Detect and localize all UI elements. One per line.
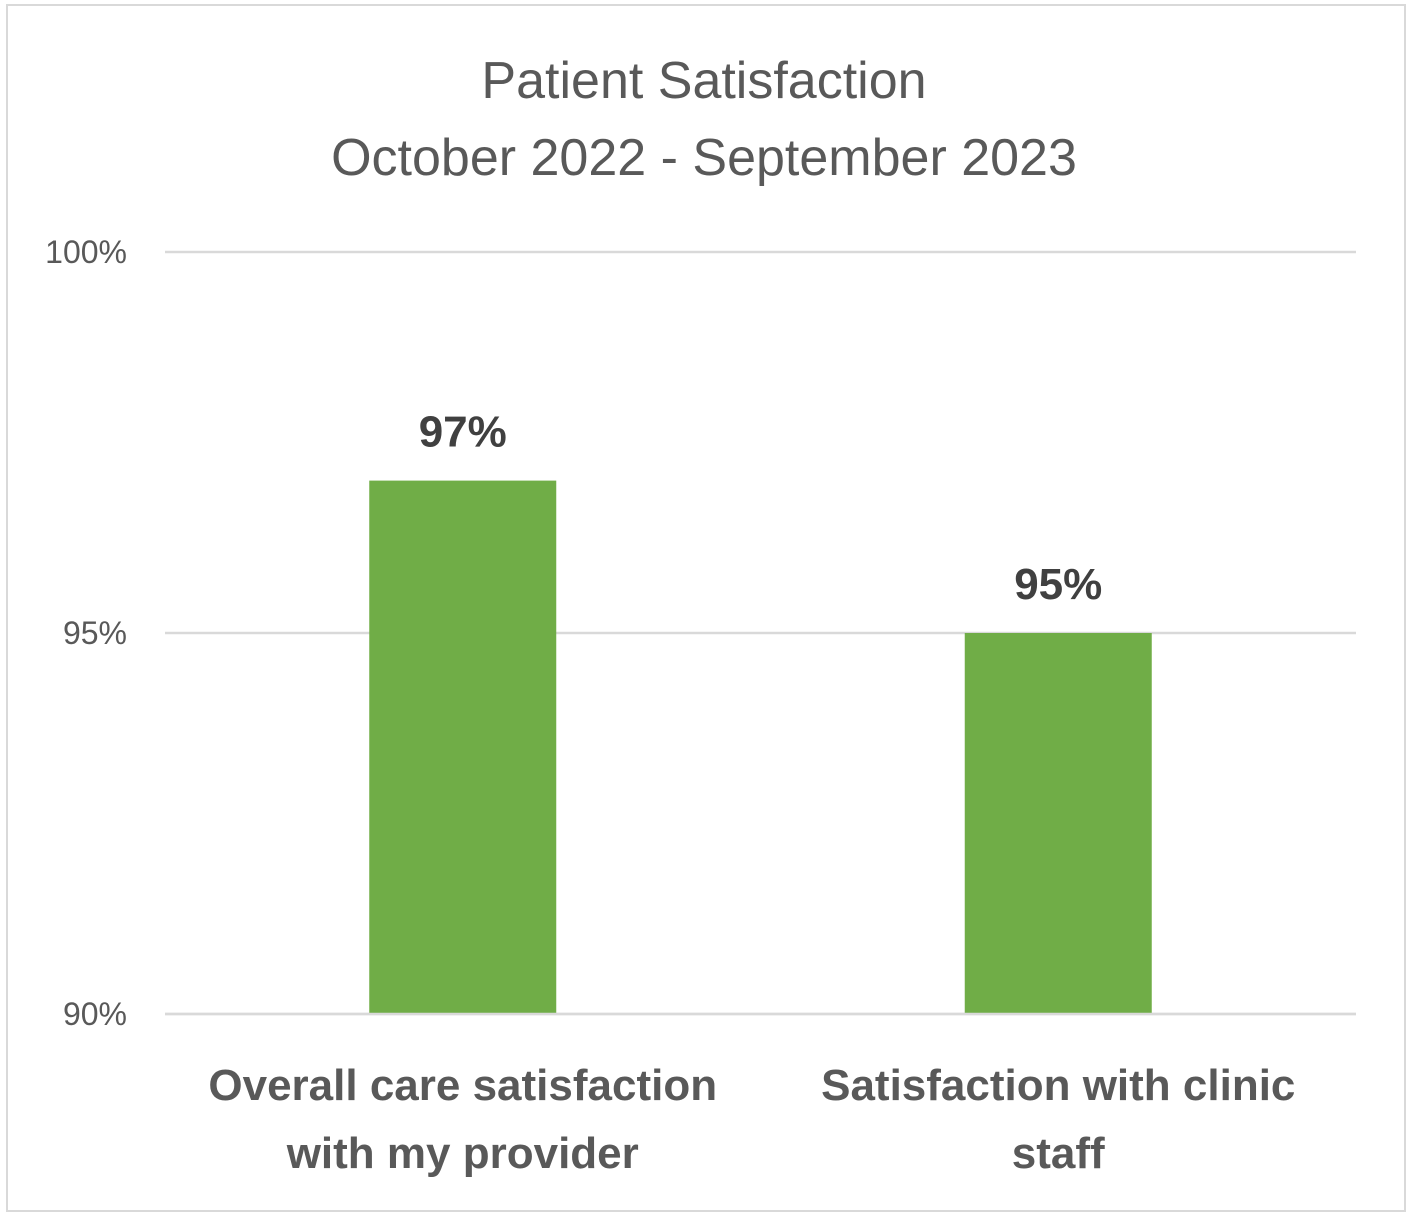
- x-axis-category-labels: Overall care satisfaction with my provide…: [208, 1061, 1295, 1178]
- bars: [165, 480, 1356, 1016]
- bar-2: [964, 633, 1152, 1014]
- category-label-2-line-2: staff: [1012, 1129, 1105, 1178]
- y-tick-label-90: 90%: [63, 996, 127, 1032]
- chart-title: Patient Satisfaction October 2022 - Septe…: [331, 52, 1077, 187]
- data-label-1: 97%: [419, 408, 507, 457]
- y-tick-label-95: 95%: [63, 615, 127, 651]
- y-axis-tick-labels: 90% 95% 100%: [45, 234, 127, 1032]
- chart-title-line-2: October 2022 - September 2023: [331, 129, 1077, 187]
- data-label-2: 95%: [1014, 560, 1102, 609]
- category-label-2-line-1: Satisfaction with clinic: [821, 1061, 1295, 1110]
- y-gridlines: [165, 250, 1356, 1016]
- chart-title-line-1: Patient Satisfaction: [481, 52, 926, 110]
- chart-frame: [6, 4, 1406, 1212]
- y-tick-label-100: 100%: [45, 234, 127, 270]
- category-label-1-line-2: with my provider: [286, 1129, 639, 1178]
- data-labels: 97% 95%: [419, 408, 1103, 609]
- bar-1: [369, 480, 557, 1015]
- category-label-1-line-1: Overall care satisfaction: [208, 1061, 717, 1110]
